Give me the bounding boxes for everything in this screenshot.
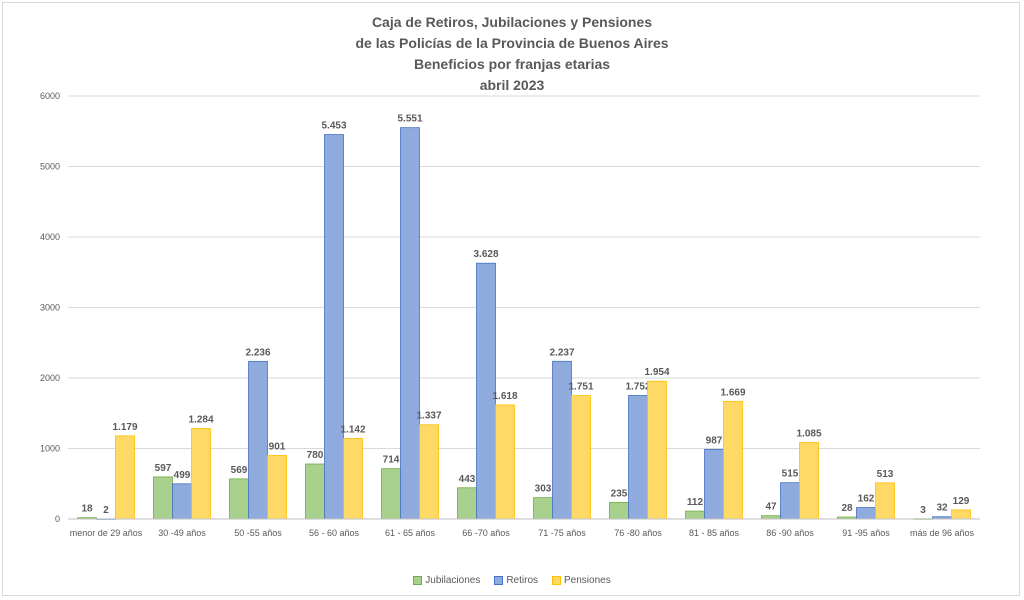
data-label: 2.236: [245, 347, 270, 358]
data-label: 3: [920, 505, 926, 516]
chart-title: Caja de Retiros, Jubilaciones y Pensione…: [0, 12, 1024, 96]
data-label: 5.551: [397, 114, 422, 125]
bar-pensiones: [419, 424, 439, 520]
x-tick-label: más de 96 años: [910, 528, 975, 538]
legend-item-pensiones: Pensiones: [552, 575, 611, 586]
legend-item-retiros: Retiros: [494, 575, 538, 586]
data-label: 780: [307, 450, 324, 461]
bar-retiros: [628, 395, 648, 520]
legend-label-pensiones: Pensiones: [564, 575, 611, 586]
x-tick-label: 86 -90 años: [766, 528, 814, 538]
data-label: 47: [765, 502, 777, 513]
data-label: 1.751: [568, 382, 593, 393]
data-label: 1.618: [492, 391, 517, 402]
data-label: 112: [687, 497, 704, 508]
bar-jubilaciones: [305, 463, 325, 520]
y-tick-label: 6000: [40, 91, 60, 101]
bar-retiros: [856, 507, 876, 520]
data-label: 2: [103, 505, 109, 516]
data-label: 32: [936, 503, 948, 514]
data-label: 987: [706, 435, 723, 446]
bar-jubilaciones: [457, 487, 477, 520]
bar-pensiones: [191, 428, 211, 520]
data-label: 235: [611, 488, 628, 499]
data-label: 1.954: [644, 367, 669, 378]
data-label: 1.669: [720, 387, 745, 398]
bar-jubilaciones: [609, 502, 629, 520]
bar-pensiones: [647, 380, 667, 520]
data-label: 443: [459, 474, 476, 485]
data-label: 569: [231, 465, 248, 476]
bar-pensiones: [723, 400, 743, 520]
bar-pensiones: [951, 509, 971, 520]
legend-swatch-retiros: [494, 576, 504, 585]
bar-retiros: [400, 127, 420, 520]
legend-swatch-pensiones: [552, 576, 562, 585]
data-label: 1.337: [416, 411, 441, 422]
bar-retiros: [248, 360, 268, 520]
x-tick-label: menor de 29 años: [70, 528, 143, 538]
bar-pensiones: [343, 438, 363, 520]
title-line-4: abril 2023: [479, 77, 545, 93]
x-tick-label: 66 -70 años: [462, 528, 510, 538]
data-label: 499: [174, 470, 191, 481]
data-label: 1.142: [340, 424, 365, 435]
data-label: 28: [841, 503, 853, 514]
bar-jubilaciones: [533, 497, 553, 520]
y-tick-label: 0: [55, 514, 60, 524]
legend: Jubilaciones Retiros Pensiones: [0, 575, 1024, 586]
data-label: 2.237: [549, 347, 574, 358]
bar-retiros: [172, 483, 192, 520]
bar-retiros: [704, 449, 724, 520]
data-label: 513: [877, 469, 894, 480]
x-tick-label: 56 - 60 años: [309, 528, 360, 538]
data-label: 5.453: [321, 121, 346, 132]
bar-jubilaciones: [153, 476, 173, 520]
bar-pensiones: [495, 404, 515, 520]
bar-retiros: [324, 134, 344, 520]
bar-pensiones: [115, 435, 135, 520]
legend-label-retiros: Retiros: [506, 575, 539, 586]
data-label: 1.752: [625, 381, 650, 392]
data-label: 3.628: [473, 249, 498, 260]
bar-jubilaciones: [685, 510, 705, 520]
x-tick-label: 71 -75 años: [538, 528, 586, 538]
data-label: 1.179: [112, 422, 137, 433]
y-tick-label: 3000: [40, 303, 60, 313]
title-line-1: Caja de Retiros, Jubilaciones y Pensione…: [371, 14, 653, 30]
y-tick-label: 2000: [40, 373, 60, 383]
data-label: 901: [269, 441, 286, 452]
legend-label-jubilaciones: Jubilaciones: [425, 575, 481, 586]
y-tick-label: 4000: [40, 232, 60, 242]
data-label: 714: [383, 455, 400, 466]
legend-swatch-jubilaciones: [413, 576, 423, 585]
data-label: 303: [535, 484, 552, 495]
data-label: 1.085: [796, 429, 821, 440]
bar-pensiones: [571, 395, 591, 520]
data-label: 162: [858, 494, 875, 505]
bar-pensiones: [267, 455, 287, 520]
x-tick-label: 91 -95 años: [842, 528, 890, 538]
legend-item-jubilaciones: Jubilaciones: [413, 575, 480, 586]
x-tick-label: 61 - 65 años: [385, 528, 436, 538]
title-line-3: Beneficios por franjas etarias: [413, 56, 611, 72]
data-label: 597: [155, 463, 172, 474]
bar-pensiones: [799, 442, 819, 520]
bar-jubilaciones: [229, 478, 249, 520]
data-label: 129: [953, 496, 970, 507]
x-tick-label: 30 -49 años: [158, 528, 206, 538]
bar-jubilaciones: [381, 468, 401, 520]
y-tick-label: 1000: [40, 444, 60, 454]
y-tick-label: 5000: [40, 162, 60, 172]
bar-pensiones: [875, 482, 895, 520]
data-label: 515: [782, 469, 799, 480]
x-tick-label: 76 -80 años: [614, 528, 662, 538]
x-tick-label: 50 -55 años: [234, 528, 282, 538]
x-tick-label: 81 - 85 años: [689, 528, 740, 538]
data-label: 18: [81, 504, 93, 515]
bar-retiros: [780, 482, 800, 520]
title-line-2: de las Policías de la Provincia de Bueno…: [355, 35, 669, 51]
data-label: 1.284: [188, 414, 213, 425]
